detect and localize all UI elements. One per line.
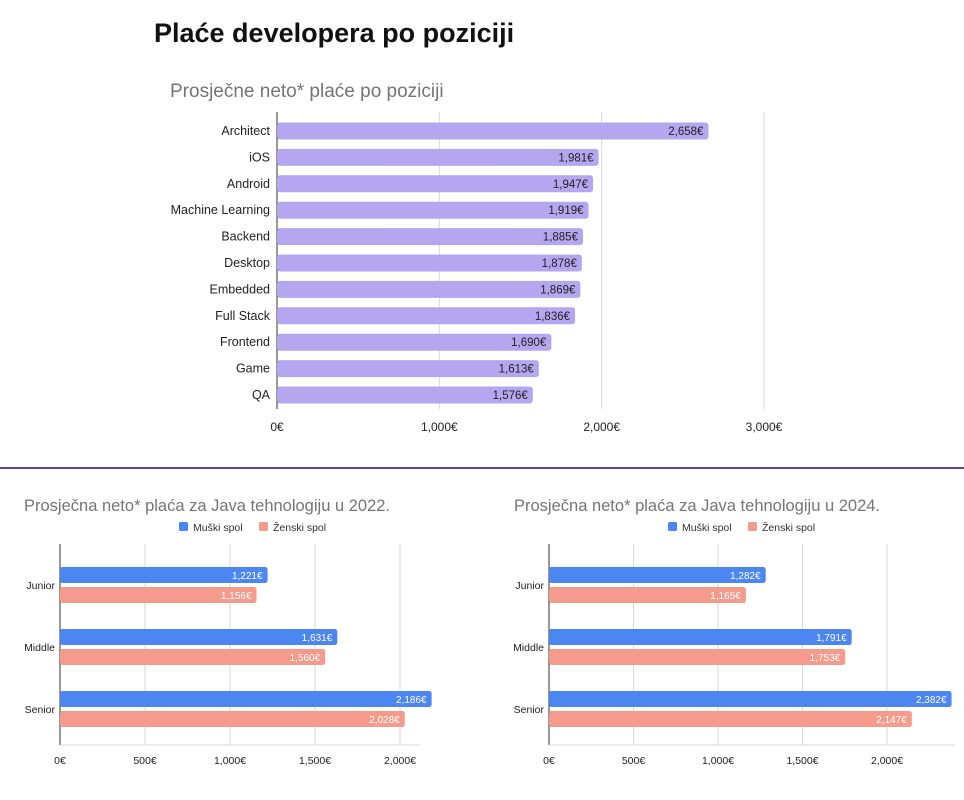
data-label: 1,919€ — [548, 205, 584, 217]
x-tick-label: 2,000€ — [871, 755, 903, 767]
legend-swatch-female — [748, 522, 757, 531]
bar-male — [549, 567, 766, 583]
data-label: 1,576€ — [493, 390, 529, 402]
x-tick-label: 2,000€ — [583, 420, 620, 434]
bar-female — [549, 649, 846, 665]
legend-swatch-female — [259, 522, 268, 531]
data-label: 1,981€ — [558, 152, 594, 164]
category-label: QA — [252, 388, 271, 402]
bar-male — [549, 691, 952, 707]
bar-male — [60, 629, 338, 645]
x-tick-label: 0€ — [270, 420, 284, 434]
category-label: Machine Learning — [171, 203, 270, 217]
bar — [277, 148, 599, 166]
bar — [277, 228, 583, 246]
x-tick-label: 1,000€ — [214, 755, 246, 767]
category-label: Full Stack — [215, 309, 271, 323]
bar-female — [549, 711, 912, 727]
category-label: Senior — [25, 704, 56, 716]
x-tick-label: 1,500€ — [299, 755, 331, 767]
legend-label: Ženski spol — [762, 521, 815, 534]
category-label: Embedded — [210, 282, 271, 296]
data-label: 1,156€ — [221, 591, 252, 602]
page-title: Plaće developera po poziciji — [154, 18, 515, 48]
category-label: Frontend — [220, 335, 270, 349]
category-label: Middle — [513, 642, 544, 654]
data-label: 2,186€ — [396, 695, 427, 706]
data-label: 1,947€ — [553, 179, 589, 191]
section-divider — [0, 467, 964, 469]
x-tick-label: 1,500€ — [786, 755, 818, 767]
bar-female — [60, 711, 405, 727]
bar — [277, 333, 552, 351]
x-tick-label: 3,000€ — [746, 420, 783, 434]
data-label: 1,631€ — [302, 633, 333, 644]
data-label: 1,836€ — [535, 311, 571, 323]
legend-swatch-male — [668, 522, 677, 531]
legend-swatch-male — [179, 522, 188, 531]
bar-female — [549, 587, 746, 603]
bar-female — [60, 649, 326, 665]
bar — [277, 201, 589, 219]
category-label: Middle — [24, 642, 55, 654]
category-label: Game — [236, 362, 270, 376]
bar-male — [549, 629, 852, 645]
data-label: 1,613€ — [499, 364, 535, 376]
data-label: 1,560€ — [290, 653, 321, 664]
bar-female — [60, 587, 257, 603]
x-tick-label: 500€ — [133, 755, 157, 767]
data-label: 1,690€ — [511, 337, 547, 349]
x-tick-label: 500€ — [622, 755, 646, 767]
chart-salary-by-position: Prosječne neto* plaće po poziciji 0€ 1,000… — [170, 81, 783, 434]
bar — [277, 360, 539, 378]
x-tick-label: 1,000€ — [702, 755, 734, 767]
bar-male — [60, 691, 432, 707]
bar — [277, 175, 594, 193]
data-label: 1,885€ — [543, 232, 579, 244]
bar — [277, 254, 582, 272]
data-label: 2,147€ — [876, 715, 907, 726]
bar — [277, 386, 533, 404]
x-tick-label: 0€ — [543, 755, 555, 767]
data-label: 1,165€ — [710, 591, 741, 602]
x-tick-label: 2,000€ — [384, 755, 416, 767]
data-label: 1,869€ — [540, 284, 576, 296]
chart-title: Prosječna neto* plaća za Java tehnologij… — [514, 497, 880, 515]
category-label: Architect — [221, 124, 270, 138]
legend-label: Muški spol — [193, 522, 243, 534]
category-label: Senior — [514, 704, 545, 716]
x-tick-label: 0€ — [54, 755, 66, 767]
chart-title: Prosječne neto* plaće po poziciji — [170, 81, 444, 102]
data-label: 2,658€ — [668, 126, 704, 138]
category-label: iOS — [249, 150, 270, 164]
bar-male — [60, 567, 268, 583]
legend-label: Ženski spol — [273, 521, 326, 534]
chart-title: Prosječna neto* plaća za Java tehnologij… — [24, 497, 390, 515]
legend-label: Muški spol — [682, 522, 732, 534]
category-label: Android — [227, 177, 270, 191]
data-label: 1,282€ — [730, 571, 761, 582]
bar — [277, 122, 709, 140]
data-label: 1,878€ — [542, 258, 578, 270]
data-label: 2,382€ — [916, 695, 947, 706]
category-label: Junior — [26, 580, 55, 592]
bar — [277, 307, 576, 325]
data-label: 2,028€ — [369, 715, 400, 726]
category-label: Junior — [515, 580, 544, 592]
x-tick-label: 1,000€ — [421, 420, 458, 434]
data-label: 1,791€ — [816, 633, 847, 644]
category-label: Backend — [221, 230, 270, 244]
data-label: 1,221€ — [232, 571, 263, 582]
data-label: 1,753€ — [810, 653, 841, 664]
bar — [277, 280, 581, 298]
category-label: Desktop — [224, 256, 270, 270]
